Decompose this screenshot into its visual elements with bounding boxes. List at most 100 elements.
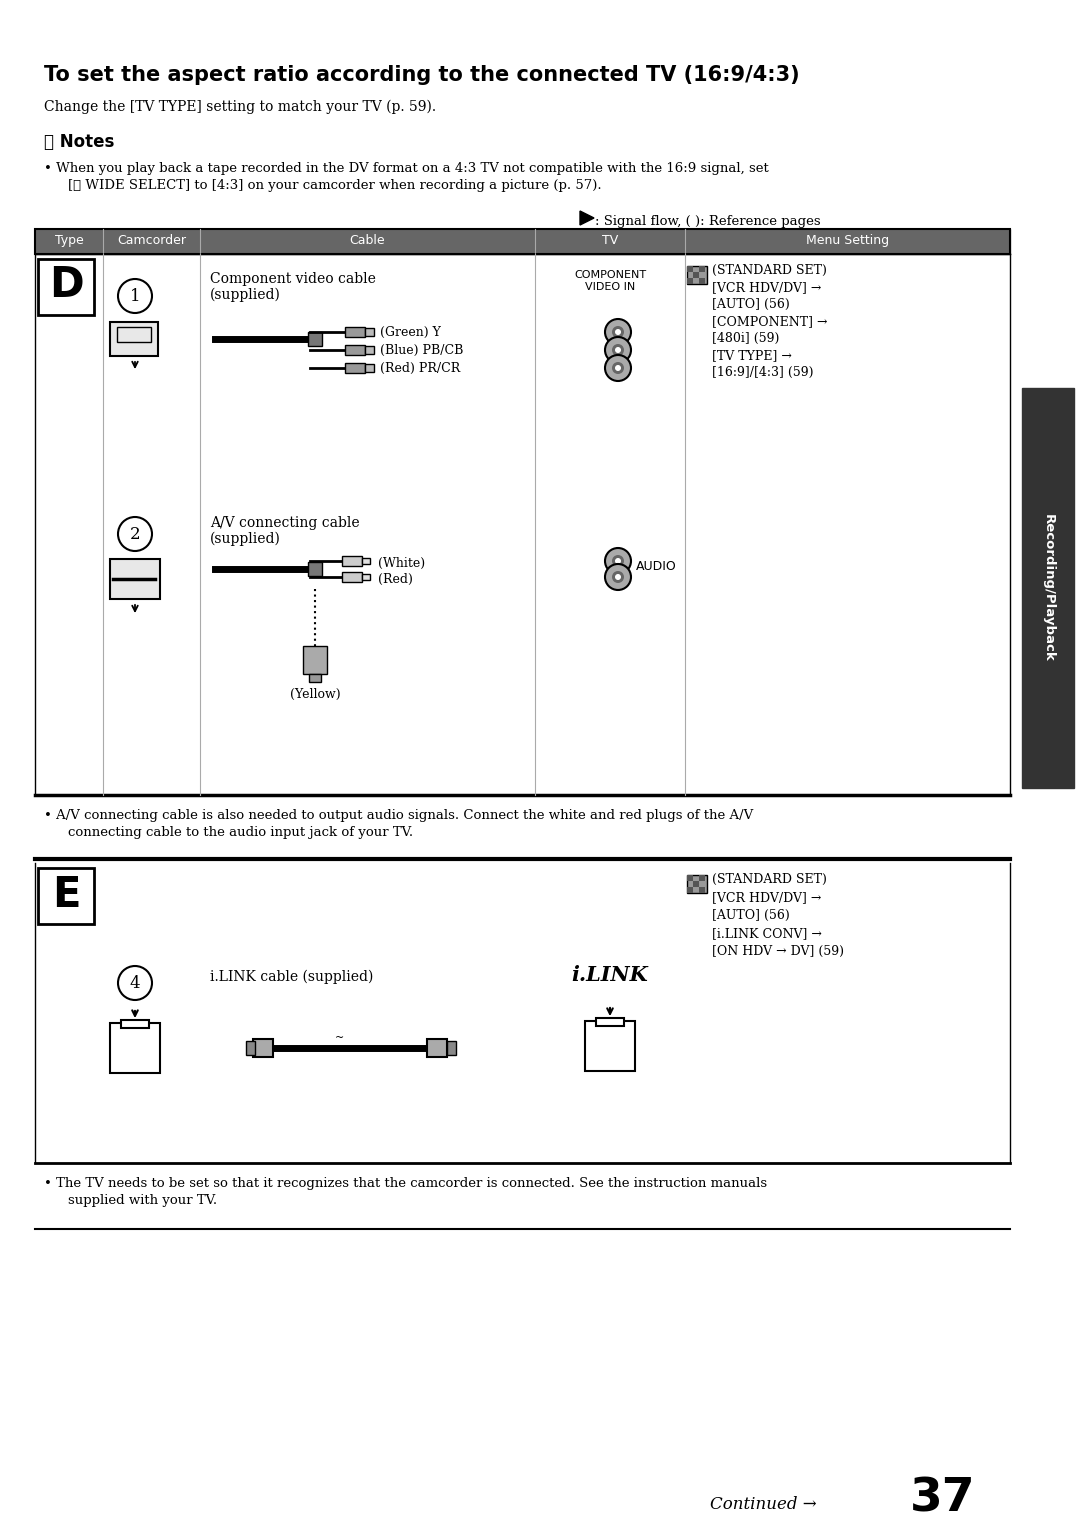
Bar bbox=[699, 876, 705, 880]
Text: (Yellow): (Yellow) bbox=[289, 688, 340, 700]
Bar bbox=[308, 332, 322, 346]
Bar bbox=[110, 559, 160, 599]
Circle shape bbox=[612, 556, 624, 566]
Text: (Blue) PB/CB: (Blue) PB/CB bbox=[380, 345, 463, 357]
Text: [AUTO] (56): [AUTO] (56) bbox=[712, 299, 789, 311]
Text: [Ⓐ WIDE SELECT] to [4:3] on your camcorder when recording a picture (p. 57).: [Ⓐ WIDE SELECT] to [4:3] on your camcord… bbox=[68, 179, 602, 192]
Text: TV: TV bbox=[602, 234, 618, 246]
Text: 4: 4 bbox=[130, 976, 140, 993]
Text: 2: 2 bbox=[130, 526, 140, 543]
Text: • A/V connecting cable is also needed to output audio signals. Connect the white: • A/V connecting cable is also needed to… bbox=[44, 810, 753, 822]
Text: [16:9]/[4:3] (59): [16:9]/[4:3] (59) bbox=[712, 366, 813, 379]
Bar bbox=[362, 559, 370, 563]
Bar bbox=[365, 365, 374, 372]
Bar bbox=[38, 259, 94, 315]
Circle shape bbox=[615, 365, 621, 371]
Text: Cable: Cable bbox=[350, 234, 386, 246]
Circle shape bbox=[615, 329, 621, 336]
Circle shape bbox=[612, 571, 624, 583]
Bar bbox=[687, 876, 693, 880]
Bar bbox=[585, 1020, 635, 1071]
Bar bbox=[342, 556, 362, 566]
Text: [480i] (59): [480i] (59) bbox=[712, 332, 780, 345]
Bar bbox=[365, 328, 374, 336]
Bar bbox=[35, 229, 103, 254]
Text: A/V connecting cable: A/V connecting cable bbox=[210, 516, 360, 529]
Text: [TV TYPE] →: [TV TYPE] → bbox=[712, 349, 792, 362]
Text: Continued →: Continued → bbox=[710, 1496, 816, 1513]
Text: i.LINK: i.LINK bbox=[571, 965, 648, 985]
Bar bbox=[685, 229, 1010, 254]
Bar bbox=[687, 279, 693, 285]
Text: [AUTO] (56): [AUTO] (56) bbox=[712, 910, 789, 922]
Bar bbox=[110, 1023, 160, 1073]
Bar bbox=[687, 266, 693, 272]
Text: (Green) Y: (Green) Y bbox=[380, 326, 441, 339]
Bar bbox=[200, 229, 535, 254]
Bar bbox=[362, 574, 370, 580]
Text: • When you play back a tape recorded in the DV format on a 4:3 TV not compatible: • When you play back a tape recorded in … bbox=[44, 162, 769, 175]
Bar bbox=[345, 326, 365, 337]
Bar bbox=[687, 876, 707, 893]
Bar bbox=[303, 646, 327, 674]
Text: [ON HDV → DV] (59): [ON HDV → DV] (59) bbox=[712, 945, 843, 957]
Circle shape bbox=[605, 356, 631, 382]
Bar bbox=[1022, 388, 1074, 788]
Bar bbox=[308, 562, 322, 576]
Bar bbox=[596, 1017, 624, 1027]
Bar bbox=[427, 1039, 447, 1057]
Circle shape bbox=[605, 337, 631, 363]
Polygon shape bbox=[580, 211, 594, 225]
Text: i.LINK cable (supplied): i.LINK cable (supplied) bbox=[210, 970, 374, 985]
Bar bbox=[117, 326, 151, 342]
Bar bbox=[447, 1040, 456, 1056]
Circle shape bbox=[615, 559, 621, 563]
Text: Component video cable: Component video cable bbox=[210, 272, 376, 286]
Text: (Red) PR/CR: (Red) PR/CR bbox=[380, 362, 460, 376]
Text: VIDEO IN: VIDEO IN bbox=[585, 282, 635, 292]
Text: [i.LINK CONV] →: [i.LINK CONV] → bbox=[712, 926, 822, 940]
Bar bbox=[687, 886, 693, 893]
Text: Menu Setting: Menu Setting bbox=[806, 234, 889, 246]
Bar bbox=[693, 880, 699, 886]
Bar bbox=[110, 322, 158, 356]
Bar bbox=[699, 266, 705, 272]
Text: • The TV needs to be set so that it recognizes that the camcorder is connected. : • The TV needs to be set so that it reco… bbox=[44, 1177, 767, 1190]
Text: COMPONENT: COMPONENT bbox=[573, 269, 646, 280]
Bar bbox=[699, 279, 705, 285]
Text: ~: ~ bbox=[336, 1033, 345, 1043]
Text: [VCR HDV/DV] →: [VCR HDV/DV] → bbox=[712, 282, 822, 294]
Text: (supplied): (supplied) bbox=[210, 532, 281, 546]
Bar bbox=[35, 229, 1010, 254]
Text: D: D bbox=[49, 265, 83, 306]
Text: (White): (White) bbox=[378, 557, 426, 569]
Text: Camcorder: Camcorder bbox=[117, 234, 186, 246]
Text: 1: 1 bbox=[130, 288, 140, 305]
Text: Ⓐ Notes: Ⓐ Notes bbox=[44, 132, 114, 151]
Bar bbox=[309, 674, 321, 682]
Bar bbox=[253, 1039, 273, 1057]
Text: (supplied): (supplied) bbox=[210, 288, 281, 302]
Bar bbox=[345, 363, 365, 372]
Bar bbox=[699, 886, 705, 893]
Text: [VCR HDV/DV] →: [VCR HDV/DV] → bbox=[712, 891, 822, 903]
Circle shape bbox=[612, 326, 624, 339]
Circle shape bbox=[605, 548, 631, 574]
Text: Type: Type bbox=[55, 234, 83, 246]
Circle shape bbox=[615, 346, 621, 352]
Circle shape bbox=[612, 362, 624, 374]
Bar bbox=[342, 573, 362, 582]
Text: E: E bbox=[52, 874, 80, 916]
Bar bbox=[103, 229, 200, 254]
Text: [COMPONENT] →: [COMPONENT] → bbox=[712, 315, 827, 328]
Text: connecting cable to the audio input jack of your TV.: connecting cable to the audio input jack… bbox=[68, 826, 414, 839]
Text: AUDIO: AUDIO bbox=[636, 560, 677, 573]
Bar bbox=[687, 266, 707, 285]
Bar bbox=[345, 345, 365, 356]
Bar bbox=[365, 346, 374, 354]
Text: Change the [TV TYPE] setting to match your TV (p. 59).: Change the [TV TYPE] setting to match yo… bbox=[44, 100, 436, 114]
Bar bbox=[693, 272, 699, 279]
Bar bbox=[246, 1040, 255, 1056]
Circle shape bbox=[615, 574, 621, 580]
Bar bbox=[121, 1020, 149, 1028]
